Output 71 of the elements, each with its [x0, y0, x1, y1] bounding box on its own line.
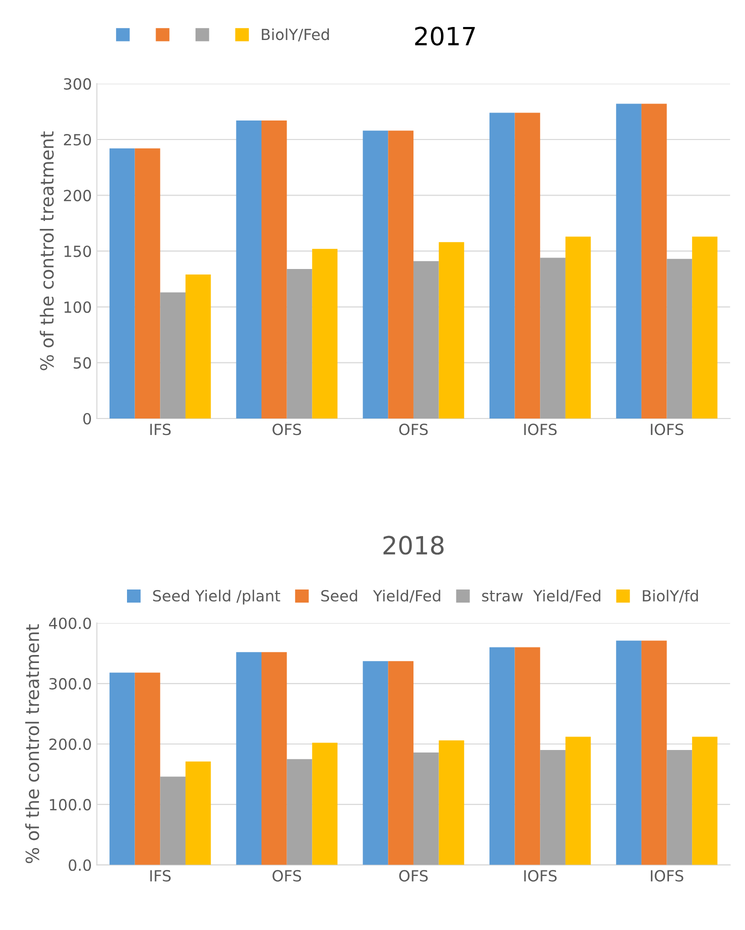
bar	[489, 647, 515, 865]
x-tick-label: OFS	[399, 424, 428, 436]
y-tick-label: 250	[64, 134, 91, 146]
bar	[286, 759, 312, 865]
bar	[692, 236, 718, 418]
bar	[692, 736, 718, 865]
bar	[186, 762, 211, 865]
bar	[438, 242, 464, 418]
bar	[160, 292, 186, 418]
y-tick-label: 50	[74, 357, 91, 369]
y-tick-label: 150	[64, 246, 91, 258]
y-tick-label: 400.0	[49, 618, 91, 630]
x-tick-label: IOFS	[650, 424, 684, 436]
legend-label: BiolY/fd	[642, 590, 698, 603]
bar	[110, 672, 135, 865]
bar	[413, 261, 439, 418]
y-axis-title: % of the control treatment	[25, 624, 40, 864]
bar	[641, 640, 667, 865]
bar	[540, 258, 566, 418]
x-tick-label: IOFS	[524, 870, 557, 882]
y-tick-label: 100.0	[50, 798, 91, 810]
legend-label: Seed Yield/Fed	[321, 590, 440, 603]
y-tick-label: 100	[64, 301, 91, 313]
bar	[540, 750, 566, 865]
bar	[666, 258, 692, 418]
y-axis-title: % of the control treatment	[40, 131, 54, 370]
bar	[616, 640, 642, 865]
chart-title: 2018	[383, 536, 444, 555]
bar	[134, 672, 160, 865]
bar	[236, 120, 262, 418]
legend-label: BiolY/Fed	[262, 28, 329, 42]
bar	[236, 652, 262, 865]
bar	[514, 112, 540, 418]
bar	[413, 752, 439, 865]
bar	[134, 148, 160, 418]
x-tick-label: IOFS	[650, 870, 684, 882]
x-tick-label: OFS	[399, 870, 428, 882]
bar	[489, 112, 515, 418]
bar	[261, 652, 287, 865]
x-tick-label: OFS	[272, 870, 302, 882]
bar	[514, 647, 540, 865]
bar	[438, 740, 464, 865]
legend-label: straw Yield/Fed	[482, 590, 600, 603]
bar	[565, 236, 591, 418]
bar	[312, 742, 338, 865]
y-tick-label: 0	[83, 412, 91, 425]
legend-label: Seed Yield /plant	[153, 590, 280, 605]
bar	[388, 130, 414, 418]
y-tick-label: 0.0	[68, 859, 91, 871]
y-tick-label: 200.0	[49, 738, 91, 750]
bar	[286, 268, 312, 418]
bar	[186, 274, 211, 418]
bar	[666, 750, 692, 865]
y-tick-label: 200	[64, 190, 91, 202]
y-tick-label: 300	[64, 78, 91, 90]
x-tick-label: IFS	[150, 870, 171, 882]
y-tick-label: 300.0	[49, 678, 91, 690]
x-tick-label: IOFS	[524, 424, 557, 436]
x-tick-label: IFS	[150, 424, 171, 436]
bar	[362, 130, 388, 418]
bar	[641, 104, 667, 418]
bar	[565, 736, 591, 865]
bar	[388, 661, 414, 865]
bar	[616, 104, 642, 418]
bar	[362, 661, 388, 865]
bar	[110, 148, 135, 418]
bar	[160, 776, 186, 865]
bar	[261, 120, 287, 418]
chart-title: 2017	[415, 26, 475, 46]
x-tick-label: OFS	[272, 424, 302, 436]
bar	[312, 248, 338, 418]
